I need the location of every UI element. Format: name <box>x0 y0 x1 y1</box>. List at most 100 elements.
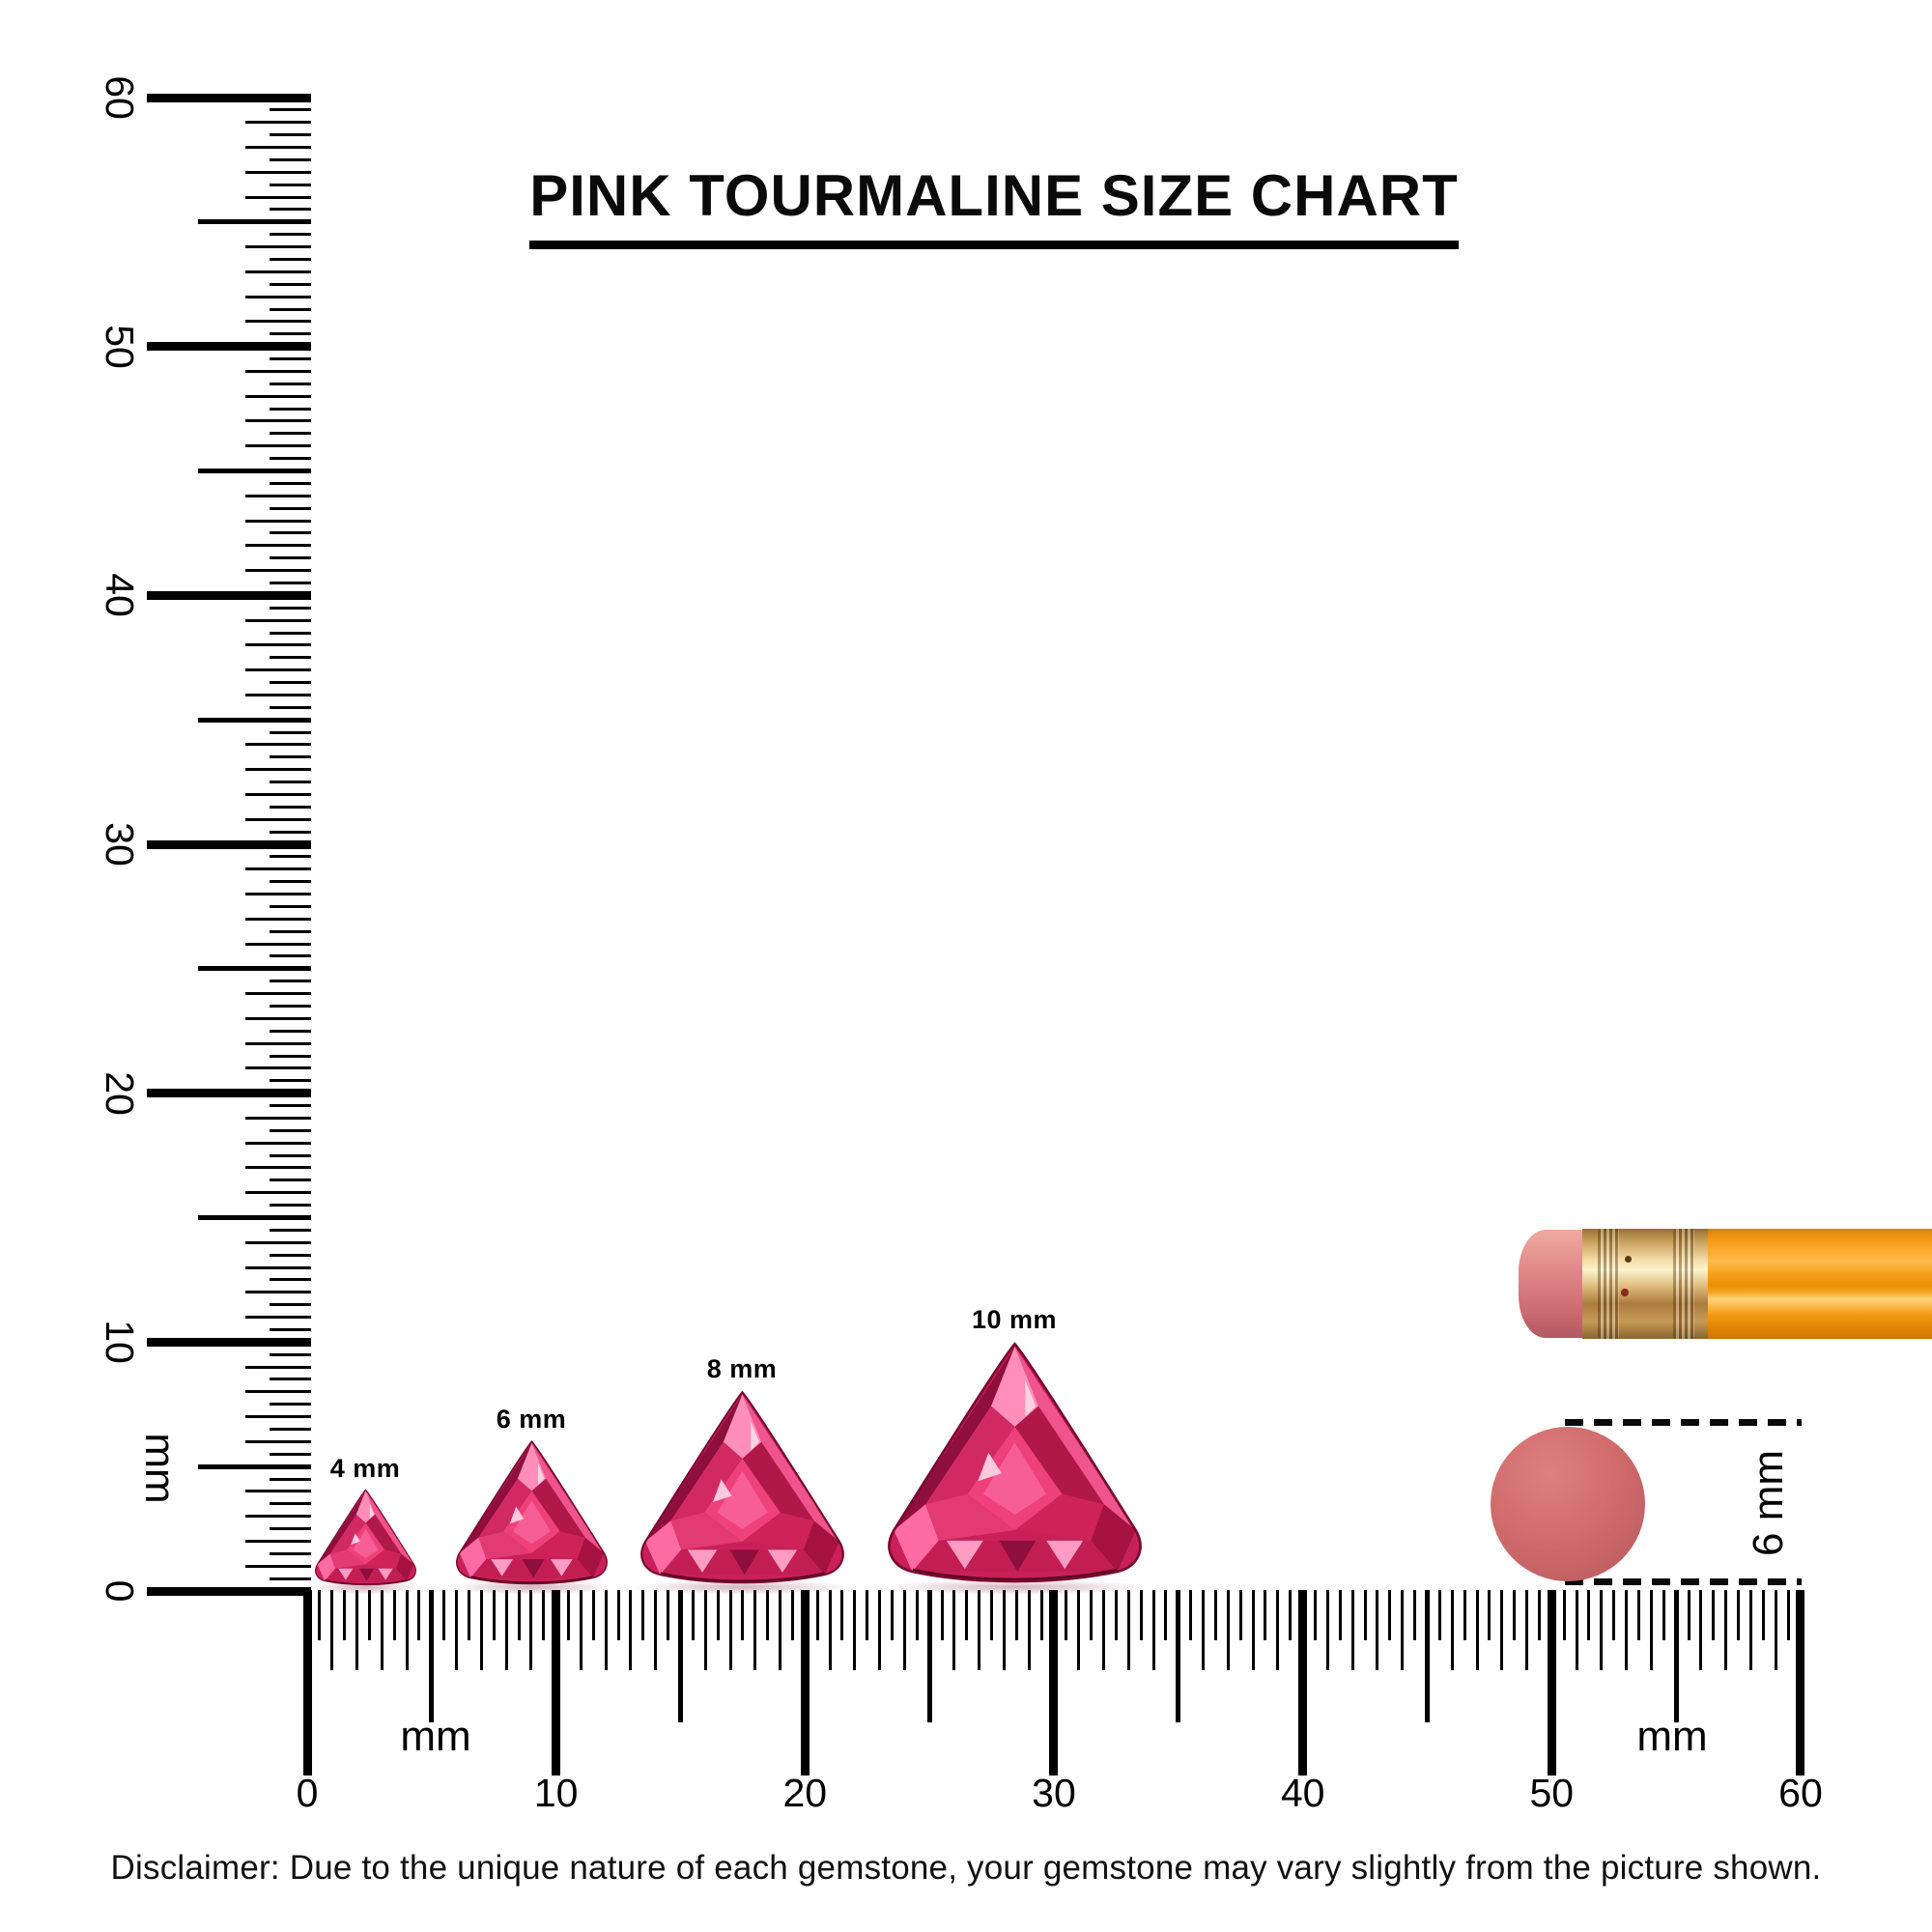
ruler-tick <box>1276 1590 1280 1670</box>
ruler-tick <box>429 1590 435 1722</box>
ruler-tick <box>270 357 311 361</box>
ruler-tick <box>800 1590 810 1776</box>
ruler-tick <box>492 1590 496 1640</box>
ruler-tick <box>147 1089 311 1098</box>
ruler-tick <box>1513 1590 1517 1640</box>
ruler-tick <box>245 1439 311 1443</box>
ruler-tick <box>1724 1590 1728 1670</box>
gem-4mm <box>311 1488 420 1587</box>
ruler-tick <box>198 717 311 723</box>
pencil-eraser <box>1519 1230 1586 1338</box>
ruler-tick <box>1488 1590 1492 1640</box>
ruler-tick <box>270 208 311 212</box>
ruler-tick <box>866 1590 869 1640</box>
ruler-tick <box>1649 1590 1653 1670</box>
ruler-tick <box>815 1590 819 1640</box>
ruler-tick <box>591 1590 595 1640</box>
ruler-tick <box>270 730 311 734</box>
ruler-tick <box>270 1477 311 1481</box>
ruler-tick <box>1126 1590 1130 1670</box>
ruler-tick <box>728 1590 732 1670</box>
ruler-tick <box>940 1590 944 1640</box>
ruler-tick <box>245 668 311 672</box>
ruler-tick <box>245 369 311 373</box>
ruler-tick <box>270 307 311 311</box>
ruler-tick <box>245 1515 311 1519</box>
ruler-tick <box>1687 1590 1690 1640</box>
ruler-tick <box>245 643 311 647</box>
ruler-tick <box>1102 1590 1105 1670</box>
ruler-tick <box>1090 1590 1094 1640</box>
ruler-tick <box>1226 1590 1230 1670</box>
ruler-tick <box>147 839 311 849</box>
ruler-tick <box>1202 1590 1206 1670</box>
ruler-tick <box>270 332 311 336</box>
ruler-tick <box>479 1590 483 1670</box>
pencil <box>1519 1229 1932 1339</box>
ruler-tick <box>915 1590 919 1640</box>
ruler-tick <box>270 1179 311 1182</box>
ruler-tick <box>245 893 311 896</box>
ruler-tick <box>302 1590 312 1776</box>
ruler-tick <box>270 830 311 834</box>
ferrule-crimp <box>1673 1229 1694 1339</box>
ruler-tick <box>270 1029 311 1033</box>
ruler-tick <box>392 1590 396 1640</box>
ruler-tick <box>902 1590 906 1670</box>
ruler-tick <box>198 219 311 225</box>
ruler-tick <box>616 1590 620 1640</box>
ruler-tick <box>245 320 311 324</box>
ruler-tick <box>1350 1590 1354 1670</box>
ruler-tick <box>1049 1590 1059 1776</box>
ruler-tick <box>753 1590 757 1670</box>
ruler-tick <box>629 1590 633 1670</box>
ruler-tick <box>245 768 311 772</box>
ruler-tick <box>853 1590 857 1670</box>
gem-10mm <box>878 1339 1151 1587</box>
horizontal-ruler-number: 20 <box>782 1770 828 1815</box>
ruler-tick <box>1314 1590 1318 1640</box>
ruler-tick <box>147 1337 311 1347</box>
ruler-tick <box>245 295 311 298</box>
ruler-tick <box>604 1590 608 1670</box>
horizontal-ruler-number: 60 <box>1778 1770 1823 1815</box>
ruler-tick <box>1413 1590 1417 1640</box>
ruler-tick <box>1251 1590 1255 1670</box>
ferrule-rivet <box>1625 1256 1632 1263</box>
ruler-tick <box>245 1564 311 1568</box>
ruler-tick <box>1014 1590 1018 1640</box>
horizontal-ruler-number: 10 <box>533 1770 579 1815</box>
ruler-tick <box>245 121 311 125</box>
ruler-tick <box>1338 1590 1342 1640</box>
ruler-tick <box>1289 1590 1293 1640</box>
ruler-tick <box>147 590 311 600</box>
ruler-tick <box>654 1590 658 1670</box>
ruler-tick <box>1065 1590 1068 1640</box>
ruler-tick <box>343 1590 347 1640</box>
ruler-tick <box>270 481 311 485</box>
gem-size-label: 10 mm <box>971 1304 1058 1334</box>
ruler-tick <box>270 581 311 584</box>
ruler-tick <box>1363 1590 1367 1640</box>
ruler-tick <box>270 183 311 186</box>
ruler-tick <box>245 419 311 423</box>
ruler-tick <box>1774 1590 1777 1670</box>
ruler-tick <box>1748 1590 1752 1670</box>
ruler-tick <box>270 855 311 859</box>
ruler-tick <box>318 1590 322 1640</box>
vertical-ruler-number: 40 <box>98 573 143 618</box>
ruler-tick <box>1077 1590 1081 1670</box>
ruler-tick <box>442 1590 446 1640</box>
horizontal-ruler-number: 30 <box>1032 1770 1076 1815</box>
horizontal-ruler-unit-label-left: mm <box>400 1713 471 1760</box>
ruler-tick <box>270 1204 311 1208</box>
ruler-tick <box>1761 1590 1765 1640</box>
ferrule-crimp <box>1598 1229 1619 1339</box>
ruler-tick <box>741 1590 745 1640</box>
ruler-tick <box>1500 1590 1504 1670</box>
ruler-tick <box>1002 1590 1006 1670</box>
ruler-tick <box>245 1291 311 1294</box>
ruler-tick <box>270 1228 311 1232</box>
ruler-tick <box>270 1327 311 1331</box>
ruler-tick <box>1786 1590 1790 1640</box>
